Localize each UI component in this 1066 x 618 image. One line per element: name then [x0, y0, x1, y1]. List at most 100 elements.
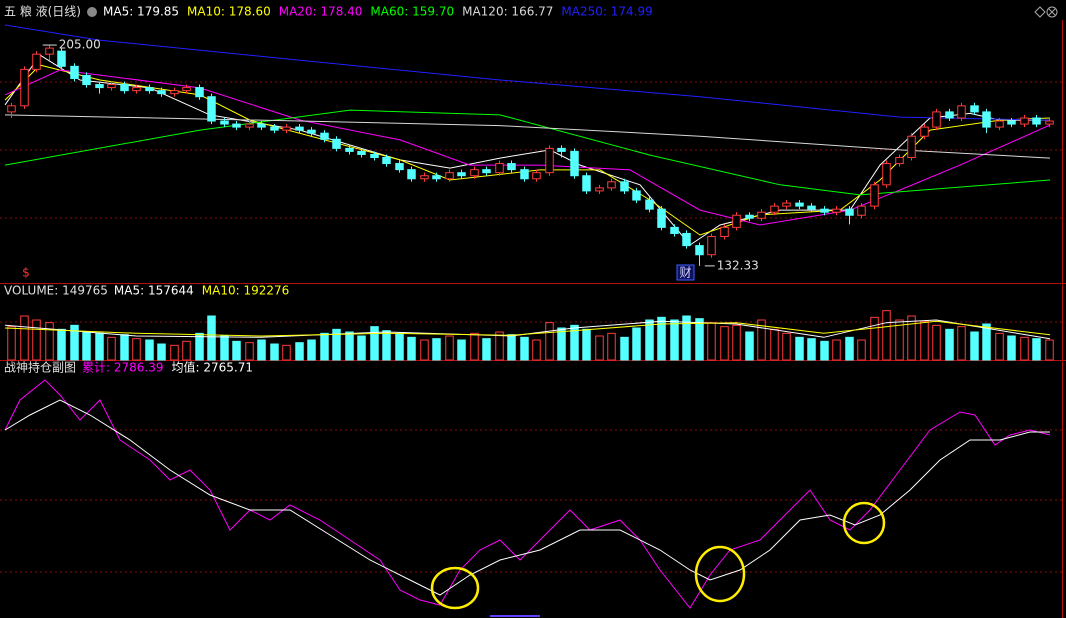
- volume-bar: [70, 324, 79, 361]
- candle-body: [770, 205, 779, 213]
- indicator-line: [4, 319, 1051, 340]
- candle-body: [432, 175, 441, 180]
- candle-body: [257, 123, 266, 128]
- candle-body: [445, 172, 454, 180]
- volume-bar: [132, 338, 141, 361]
- volume-bar: [532, 339, 541, 361]
- volume-bar: [820, 340, 829, 361]
- candle-body: [570, 150, 579, 177]
- volume-bar: [470, 332, 479, 361]
- volume-bar: [732, 324, 741, 361]
- candle-body: [720, 226, 729, 238]
- panel-title: 五 粮 液(日线): [4, 4, 81, 19]
- candle-body: [470, 169, 479, 177]
- volume-bar: [57, 328, 66, 361]
- indicator-line: [4, 399, 1050, 596]
- volume-bar: [145, 339, 154, 361]
- candle-body: [557, 147, 566, 152]
- candle-body: [645, 199, 654, 210]
- candle-body: [1020, 117, 1029, 125]
- candle-body: [532, 172, 541, 180]
- candle-body: [282, 126, 291, 131]
- candle-body: [245, 123, 254, 128]
- volume-bar: [795, 336, 804, 361]
- candle-body: [945, 111, 954, 119]
- candle-body: [620, 181, 629, 192]
- candle-body: [807, 205, 816, 210]
- candle-body: [320, 132, 329, 140]
- panel-title: VOLUME: 149765: [4, 284, 108, 298]
- candle-body: [370, 153, 379, 158]
- news-marker: 财: [679, 266, 691, 280]
- volume-bar: [520, 336, 529, 361]
- volume-bar: [920, 320, 929, 361]
- volume-bar: [245, 342, 254, 361]
- volume-bar: [782, 332, 791, 361]
- candle-body: [70, 65, 79, 79]
- volume-bar: [620, 336, 629, 361]
- legend-entry: MA20: 178.40: [279, 5, 363, 19]
- volume-bar: [382, 330, 391, 361]
- candle-body: [357, 150, 366, 155]
- legend-entry: MA10: 178.60: [187, 5, 271, 19]
- candle-body: [907, 135, 916, 158]
- candle-body: [1045, 120, 1054, 125]
- volume-bar: [7, 326, 16, 361]
- volume-bar: [345, 331, 354, 361]
- candle-body: [420, 175, 429, 180]
- candle-body: [732, 214, 741, 228]
- volume-bar: [632, 327, 641, 361]
- signal-marker: $: [22, 266, 30, 280]
- volume-bar: [932, 324, 941, 361]
- candle-body: [857, 205, 866, 216]
- candle-body: [832, 208, 841, 213]
- volume-bar: [720, 326, 729, 361]
- volume-bar: [745, 331, 754, 361]
- candle-body: [595, 187, 604, 192]
- candle-body: [932, 111, 941, 128]
- candle-body: [870, 184, 879, 207]
- volume-bar: [607, 332, 616, 361]
- candle-body: [345, 147, 354, 152]
- volume-bar: [307, 339, 316, 361]
- volume-bar: [857, 339, 866, 361]
- volume-bar: [807, 338, 816, 361]
- candle-body: [970, 105, 979, 113]
- indicator-line: [4, 379, 1051, 609]
- volume-bar: [395, 332, 404, 361]
- candle-body: [145, 87, 154, 92]
- volume-bar: [432, 338, 441, 361]
- indicator-line: [4, 69, 1051, 226]
- highlight-circle: [430, 566, 480, 610]
- volume-bar: [282, 344, 291, 361]
- menu-icon: [87, 7, 97, 17]
- volume-bar: [157, 343, 166, 361]
- candle-body: [207, 96, 216, 122]
- volume-bar: [270, 343, 279, 361]
- candle-body: [270, 126, 279, 131]
- volume-bar: [357, 335, 366, 361]
- candle-body: [332, 138, 341, 149]
- candle-body: [882, 163, 891, 186]
- candle-body: [120, 84, 129, 92]
- candle-body: [995, 120, 1004, 128]
- settings-icon[interactable]: [1034, 6, 1046, 18]
- volume-bar: [195, 332, 204, 361]
- indicator-line: [4, 24, 1051, 121]
- candle-body: [920, 126, 929, 137]
- candle-body: [507, 163, 516, 171]
- close-icon[interactable]: [1046, 6, 1058, 18]
- volume-bar: [445, 335, 454, 361]
- volume-bar: [207, 315, 216, 361]
- volume-bar: [482, 338, 491, 361]
- volume-bar: [1032, 338, 1041, 361]
- volume-bar: [20, 315, 29, 361]
- close-icon[interactable]: [1048, 8, 1056, 16]
- candle-body: [295, 126, 304, 131]
- candle-body: [57, 50, 66, 67]
- candle-body: [457, 172, 466, 177]
- volume-bar: [232, 340, 241, 361]
- volume-bar: [882, 310, 891, 361]
